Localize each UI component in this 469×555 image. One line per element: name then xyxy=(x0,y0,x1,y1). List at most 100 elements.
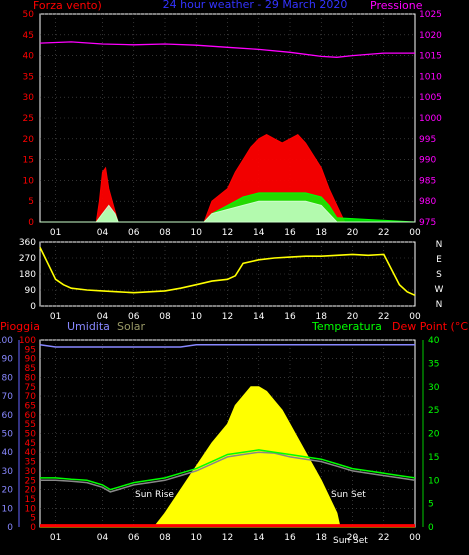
direction-panel-xtick-0: 01 xyxy=(50,312,61,322)
rain-ytick-8: 40 xyxy=(25,448,37,458)
direction-ytick-2: 180 xyxy=(19,270,36,280)
wind-ytick-9: 45 xyxy=(23,31,34,41)
compass-label-4: N xyxy=(436,300,443,310)
env-panel-xtick-8: 18 xyxy=(316,533,328,543)
env-panel-xtick-9: 20 xyxy=(347,533,359,543)
wind-panel-xtick-0: 01 xyxy=(50,228,61,238)
wind-panel-xtick-5: 12 xyxy=(222,228,233,238)
chart-title: 24 hour weather - 29 March 2020 xyxy=(163,0,348,11)
rain-ytick-12: 60 xyxy=(25,411,37,421)
direction-panel-xtick-2: 06 xyxy=(128,312,140,322)
humidity-ytick-2: 20 xyxy=(2,486,14,496)
humidity-label: Umidita xyxy=(67,320,110,333)
temperature-ytick-0: 0 xyxy=(428,523,434,533)
rain-ytick-18: 90 xyxy=(25,355,37,365)
pressure-ytick-2: 985 xyxy=(419,176,436,186)
pressure-ytick-8: 1015 xyxy=(419,52,442,62)
pressure-ytick-4: 995 xyxy=(419,135,436,145)
env-panel-xtick-4: 10 xyxy=(191,533,203,543)
wind-ytick-2: 10 xyxy=(23,176,35,186)
wind-panel-xtick-8: 18 xyxy=(316,228,328,238)
wind-ytick-7: 35 xyxy=(23,72,34,82)
direction-ytick-1: 90 xyxy=(25,286,37,296)
wind-panel-xtick-11: 00 xyxy=(409,228,421,238)
wind-ytick-4: 20 xyxy=(23,135,35,145)
rain-ytick-5: 25 xyxy=(25,476,36,486)
rain-ytick-7: 35 xyxy=(25,458,36,468)
temperature-ytick-3: 15 xyxy=(428,453,439,463)
wind-ytick-5: 25 xyxy=(23,114,34,124)
env-panel-xtick-11: 00 xyxy=(409,533,421,543)
rain-ytick-3: 15 xyxy=(25,495,36,505)
temperature-ytick-6: 30 xyxy=(428,383,440,393)
pressure-ytick-10: 1025 xyxy=(419,10,442,20)
temperature-ytick-7: 35 xyxy=(428,359,439,369)
humidity-ytick-8: 80 xyxy=(2,373,14,383)
wind-panel-xtick-10: 22 xyxy=(378,228,389,238)
wind-panel-xtick-6: 14 xyxy=(253,228,265,238)
temperature-ytick-1: 5 xyxy=(428,500,434,510)
direction-panel-xtick-5: 12 xyxy=(222,312,233,322)
dewpoint-label: Dew Point (°C) xyxy=(392,320,469,333)
direction-panel-xtick-3: 08 xyxy=(159,312,171,322)
humidity-ytick-10: 100 xyxy=(0,336,13,346)
direction-panel-xtick-4: 10 xyxy=(191,312,203,322)
wind-panel-xtick-4: 10 xyxy=(191,228,203,238)
direction-panel-xtick-8: 18 xyxy=(316,312,328,322)
direction-ytick-3: 270 xyxy=(19,254,36,264)
pressure-ytick-7: 1010 xyxy=(419,72,442,82)
env-panel-xtick-1: 04 xyxy=(97,533,109,543)
rain-ytick-15: 75 xyxy=(25,383,36,393)
pressure-ytick-3: 990 xyxy=(419,156,436,166)
temperature-ytick-2: 10 xyxy=(428,476,440,486)
rain-ytick-10: 50 xyxy=(25,430,37,440)
env-panel-xtick-10: 22 xyxy=(378,533,389,543)
pressure-axis-label: Pressione xyxy=(370,0,423,12)
rain-label: Pioggia xyxy=(0,320,40,333)
compass-label-0: N xyxy=(436,240,443,250)
sun-set-annotation-2: Sun Set xyxy=(333,536,368,546)
env-panel-xtick-0: 01 xyxy=(50,533,61,543)
pressure-ytick-9: 1020 xyxy=(419,31,442,41)
rain-ytick-0: 0 xyxy=(30,523,36,533)
compass-label-2: S xyxy=(436,270,442,280)
wind-panel-xtick-2: 06 xyxy=(128,228,140,238)
wind-ytick-10: 50 xyxy=(23,10,35,20)
env-panel-xtick-7: 16 xyxy=(284,533,296,543)
direction-panel-xtick-9: 20 xyxy=(347,312,359,322)
wind-series-2 xyxy=(40,200,415,223)
humidity-ytick-3: 30 xyxy=(2,467,14,477)
dewpoint-series-line xyxy=(40,451,416,493)
direction-panel-xtick-6: 14 xyxy=(253,312,265,322)
humidity-ytick-7: 70 xyxy=(2,392,14,402)
temperature-ytick-5: 25 xyxy=(428,406,439,416)
rain-ytick-1: 5 xyxy=(30,514,36,524)
rain-ytick-9: 45 xyxy=(25,439,36,449)
humidity-ytick-1: 10 xyxy=(2,504,14,514)
wind-ytick-3: 15 xyxy=(23,156,34,166)
pressure-ytick-6: 1005 xyxy=(419,93,442,103)
wind-ytick-0: 0 xyxy=(28,218,34,228)
rain-ytick-4: 20 xyxy=(25,486,37,496)
temperature-ytick-8: 40 xyxy=(428,336,440,346)
temperature-label: Temperatura xyxy=(311,320,382,333)
humidity-series-line xyxy=(39,343,415,348)
wind-panel-xtick-3: 08 xyxy=(159,228,171,238)
direction-panel-xtick-10: 22 xyxy=(378,312,389,322)
direction-panel-xtick-11: 00 xyxy=(409,312,421,322)
temperature-series-line xyxy=(40,449,416,491)
env-panel-xtick-6: 14 xyxy=(253,533,265,543)
humidity-ytick-6: 60 xyxy=(2,411,14,421)
wind-ytick-6: 30 xyxy=(23,93,35,103)
solar-label: Solar xyxy=(117,320,146,333)
wind-axis-label: Forza vento) xyxy=(33,0,102,12)
rain-ytick-13: 65 xyxy=(25,401,36,411)
direction-ytick-0: 0 xyxy=(30,302,36,312)
wind-ytick-8: 40 xyxy=(23,52,35,62)
rain-ytick-19: 95 xyxy=(25,345,36,355)
rain-ytick-17: 85 xyxy=(25,364,36,374)
rain-ytick-11: 55 xyxy=(25,420,36,430)
humidity-ytick-0: 0 xyxy=(7,523,13,533)
direction-panel-xtick-1: 04 xyxy=(97,312,109,322)
